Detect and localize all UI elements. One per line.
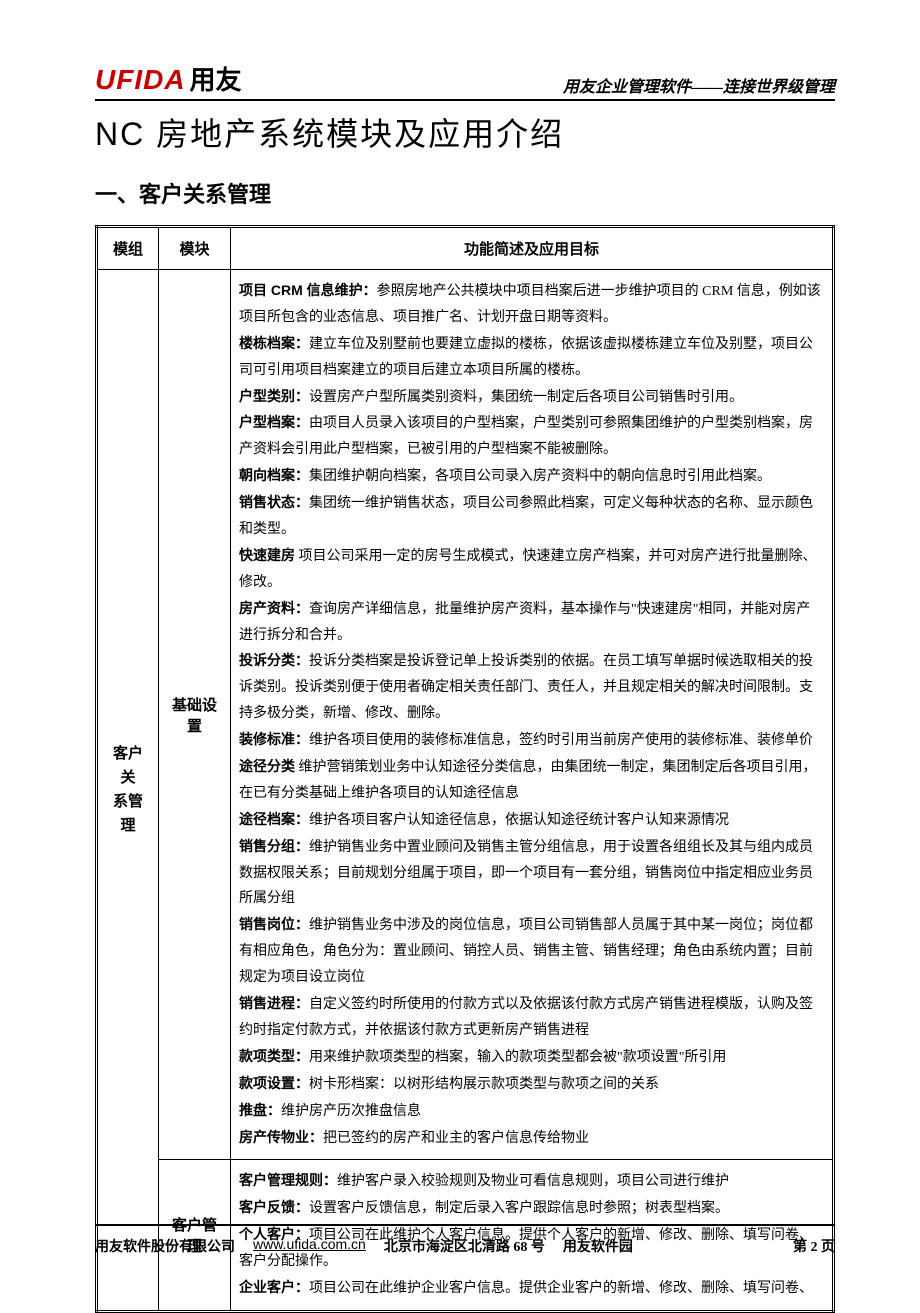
description-item: 款项设置：树卡形档案：以树形结构展示款项类型与款项之间的关系: [239, 1071, 824, 1098]
description-label: 投诉分类：: [239, 652, 309, 668]
description-text: 维护房产历次推盘信息: [281, 1104, 421, 1119]
description-text: 维护营销策划业务中认知途径分类信息，由集团统一制定，集团制定后各项目引用，在已有…: [239, 760, 817, 801]
description-label: 客户管理规则：: [239, 1172, 337, 1188]
description-item: 户型类别：设置房产户型所属类别资料，集团统一制定后各项目公司销售时引用。: [239, 384, 824, 411]
description-text: 建立车位及别墅前也要建立虚拟的楼栋，依据该虚拟楼栋建立车位及别墅，项目公司可引用…: [239, 337, 813, 378]
description-text: 维护各项目客户认知途径信息，依据认知途径统计客户认知来源情况: [309, 813, 729, 828]
description-item: 销售状态：集团统一维护销售状态，项目公司参照此档案，可定义每种状态的名称、显示颜…: [239, 490, 824, 543]
description-item: 朝向档案：集团维护朝向档案，各项目公司录入房产资料中的朝向信息时引用此档案。: [239, 463, 824, 490]
description-label: 房产资料：: [239, 600, 309, 616]
description-text: 项目公司在此维护企业客户信息。提供企业客户的新增、修改、删除、填写问卷、: [309, 1281, 813, 1296]
description-text: 集团统一维护销售状态，项目公司参照此档案，可定义每种状态的名称、显示颜色和类型。: [239, 496, 813, 537]
description-text: 查询房产详细信息，批量维护房产资料，基本操作与"快速建房"相同，并能对房产进行拆…: [239, 602, 810, 643]
description-label: 销售分组：: [239, 838, 309, 854]
module-group-cell: 客户关系管理: [97, 270, 159, 1312]
description-item: 客户反馈：设置客户反馈信息，制定后录入客户跟踪信息时参照；树表型档案。: [239, 1195, 824, 1222]
footer-address: 北京市海淀区北清路 68 号: [384, 1236, 545, 1256]
logo-yongyou-text: 用友: [190, 60, 242, 97]
logo-ufida-text: UFIDA: [95, 64, 186, 96]
description-label: 销售进程：: [239, 995, 309, 1011]
description-item: 销售岗位：维护销售业务中涉及的岗位信息，项目公司销售部人员属于其中某一岗位；岗位…: [239, 912, 824, 991]
description-label: 销售岗位：: [239, 916, 309, 932]
section-title: 一、客户关系管理: [95, 177, 835, 209]
description-cell: 项目 CRM 信息维护：参照房地产公共模块中项目档案后进一步维护项目的 CRM …: [231, 270, 834, 1160]
description-label: 朝向档案：: [239, 467, 309, 483]
description-item: 销售分组：维护销售业务中置业顾问及销售主管分组信息，用于设置各组组长及其与组内成…: [239, 834, 824, 913]
description-label: 户型类别：: [239, 388, 309, 404]
description-label: 快速建房: [239, 547, 295, 563]
description-item: 房产资料：查询房产详细信息，批量维护房产资料，基本操作与"快速建房"相同，并能对…: [239, 596, 824, 649]
module-table: 模组 模块 功能简述及应用目标 客户关系管理基础设置项目 CRM 信息维护：参照…: [95, 225, 835, 1313]
description-item: 客户管理规则：维护客户录入校验规则及物业可看信息规则，项目公司进行维护: [239, 1168, 824, 1195]
description-item: 企业客户：项目公司在此维护企业客户信息。提供企业客户的新增、修改、删除、填写问卷…: [239, 1275, 824, 1302]
description-item: 房产传物业：把已签约的房产和业主的客户信息传给物业: [239, 1125, 824, 1152]
description-text: 维护销售业务中涉及的岗位信息，项目公司销售部人员属于其中某一岗位；岗位都有相应角…: [239, 918, 813, 985]
col-header-module: 模块: [159, 227, 231, 270]
footer-park: 用友软件园: [563, 1236, 633, 1256]
description-text: 维护客户录入校验规则及物业可看信息规则，项目公司进行维护: [337, 1174, 729, 1189]
description-label: 装修标准：: [239, 731, 309, 747]
description-label: 款项设置：: [239, 1075, 309, 1091]
description-text: 维护各项目使用的装修标准信息，签约时引用当前房产使用的装修标准、装修单价: [309, 733, 813, 748]
description-label: 楼栋档案：: [239, 335, 309, 351]
description-item: 项目 CRM 信息维护：参照房地产公共模块中项目档案后进一步维护项目的 CRM …: [239, 278, 824, 331]
description-text: 项目公司采用一定的房号生成模式，快速建立房产档案，并可对房产进行批量删除、修改。: [239, 549, 817, 590]
description-item: 推盘：维护房产历次推盘信息: [239, 1098, 824, 1125]
col-header-group: 模组: [97, 227, 159, 270]
description-label: 途径分类: [239, 758, 295, 774]
description-label: 推盘：: [239, 1102, 281, 1118]
description-text: 把已签约的房产和业主的客户信息传给物业: [323, 1131, 589, 1146]
table-header-row: 模组 模块 功能简述及应用目标: [97, 227, 834, 270]
description-text: 投诉分类档案是投诉登记单上投诉类别的依据。在员工填写单据时候选取相关的投诉类别。…: [239, 654, 813, 721]
description-text: 由项目人员录入该项目的户型档案，户型类别可参照集团维护的户型类别档案，房产资料会…: [239, 416, 813, 457]
description-item: 快速建房 项目公司采用一定的房号生成模式，快速建立房产档案，并可对房产进行批量删…: [239, 543, 824, 596]
description-label: 项目 CRM 信息维护：: [239, 282, 377, 298]
description-item: 途径分类 维护营销策划业务中认知途径分类信息，由集团统一制定，集团制定后各项目引…: [239, 754, 824, 807]
module-cell: 基础设置: [159, 270, 231, 1160]
description-text: 用来维护款项类型的档案，输入的款项类型都会被"款项设置"所引用: [309, 1050, 726, 1065]
header-tagline: 用友企业管理软件——连接世界级管理: [563, 73, 835, 97]
description-item: 投诉分类：投诉分类档案是投诉登记单上投诉类别的依据。在员工填写单据时候选取相关的…: [239, 648, 824, 727]
description-text: 树卡形档案：以树形结构展示款项类型与款项之间的关系: [309, 1077, 659, 1092]
footer-page: 第 2 页: [793, 1236, 835, 1256]
description-label: 企业客户：: [239, 1279, 309, 1295]
main-title: NC 房地产系统模块及应用介绍: [95, 109, 835, 155]
description-label: 款项类型：: [239, 1048, 309, 1064]
description-item: 装修标准：维护各项目使用的装修标准信息，签约时引用当前房产使用的装修标准、装修单…: [239, 727, 824, 754]
footer-url: www.ufida.com.cn: [253, 1236, 366, 1256]
description-text: 设置房产户型所属类别资料，集团统一制定后各项目公司销售时引用。: [309, 390, 743, 405]
description-item: 户型档案：由项目人员录入该项目的户型档案，户型类别可参照集团维护的户型类别档案，…: [239, 410, 824, 463]
description-item: 销售进程：自定义签约时所使用的付款方式以及依据该付款方式房产销售进程模版，认购及…: [239, 991, 824, 1044]
logo: UFIDA 用友: [95, 60, 242, 97]
description-label: 途径档案：: [239, 811, 309, 827]
description-text: 设置客户反馈信息，制定后录入客户跟踪信息时参照；树表型档案。: [309, 1201, 729, 1216]
description-text: 集团维护朝向档案，各项目公司录入房产资料中的朝向信息时引用此档案。: [309, 469, 771, 484]
description-label: 房产传物业：: [239, 1129, 323, 1145]
page-footer: 用友软件股份有限公司 www.ufida.com.cn 北京市海淀区北清路 68…: [95, 1224, 835, 1256]
description-label: 销售状态：: [239, 494, 309, 510]
description-item: 途径档案：维护各项目客户认知途径信息，依据认知途径统计客户认知来源情况: [239, 807, 824, 834]
description-text: 自定义签约时所使用的付款方式以及依据该付款方式房产销售进程模版，认购及签约时指定…: [239, 997, 813, 1038]
description-label: 户型档案：: [239, 414, 309, 430]
col-header-description: 功能简述及应用目标: [231, 227, 834, 270]
description-item: 款项类型：用来维护款项类型的档案，输入的款项类型都会被"款项设置"所引用: [239, 1044, 824, 1071]
footer-left: 用友软件股份有限公司 www.ufida.com.cn 北京市海淀区北清路 68…: [95, 1236, 633, 1256]
footer-company: 用友软件股份有限公司: [95, 1236, 235, 1256]
description-label: 客户反馈：: [239, 1199, 309, 1215]
description-text: 维护销售业务中置业顾问及销售主管分组信息，用于设置各组组长及其与组内成员数据权限…: [239, 840, 813, 907]
description-item: 楼栋档案：建立车位及别墅前也要建立虚拟的楼栋，依据该虚拟楼栋建立车位及别墅，项目…: [239, 331, 824, 384]
table-row: 客户关系管理基础设置项目 CRM 信息维护：参照房地产公共模块中项目档案后进一步…: [97, 270, 834, 1160]
page-header: UFIDA 用友 用友企业管理软件——连接世界级管理: [95, 60, 835, 101]
